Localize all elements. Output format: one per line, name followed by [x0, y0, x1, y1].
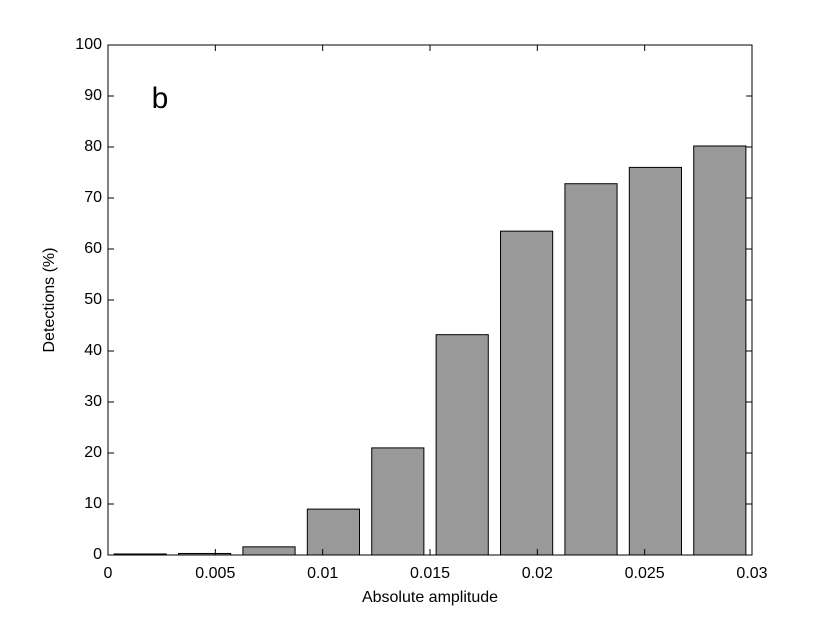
y-tick-label: 20 — [84, 444, 102, 461]
y-tick-label: 50 — [84, 291, 102, 308]
x-tick-label: 0 — [104, 565, 113, 582]
bar — [371, 447, 425, 556]
x-tick-label: 0.015 — [410, 565, 450, 582]
y-tick-label: 0 — [93, 546, 102, 563]
bar — [306, 508, 360, 556]
x-tick-label: 0.02 — [522, 565, 553, 582]
y-tick-label: 100 — [75, 36, 102, 53]
y-tick-label: 60 — [84, 240, 102, 257]
y-tick-label: 40 — [84, 342, 102, 359]
x-tick-label: 0.025 — [625, 565, 665, 582]
y-axis-label: Detections (%) — [41, 248, 58, 353]
bar — [693, 145, 747, 556]
bar — [500, 230, 554, 556]
x-axis-label: Absolute amplitude — [362, 589, 498, 606]
bar — [564, 183, 618, 556]
x-tick-label: 0.03 — [736, 565, 767, 582]
x-tick-label: 0.01 — [307, 565, 338, 582]
x-tick-label: 0.005 — [195, 565, 235, 582]
y-tick-label: 70 — [84, 189, 102, 206]
bar — [242, 546, 296, 556]
y-tick-label: 90 — [84, 87, 102, 104]
y-tick-label: 80 — [84, 138, 102, 155]
panel-label: b — [152, 82, 169, 115]
bar — [435, 334, 489, 556]
bar — [628, 166, 682, 556]
y-tick-label: 10 — [84, 495, 102, 512]
y-tick-label: 30 — [84, 393, 102, 410]
